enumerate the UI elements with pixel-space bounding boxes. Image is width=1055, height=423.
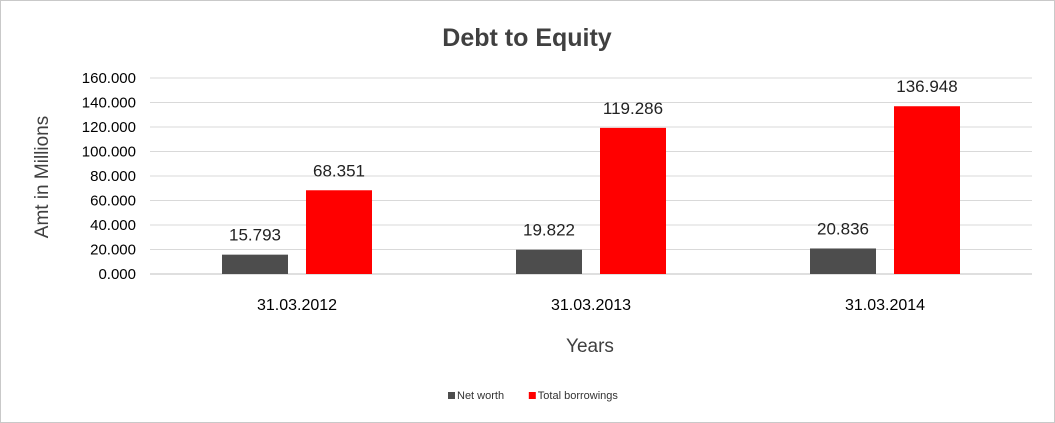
data-label: 19.822 [523,221,575,240]
bar-net-worth [810,248,876,274]
data-label: 15.793 [229,226,281,245]
gridlines [150,77,1032,275]
bar-total-borrowings [600,127,666,274]
y-tick-label: 0.000 [98,266,136,283]
bar-net-worth [222,254,288,274]
legend-swatch [448,392,455,399]
x-tick-label: 31.03.2013 [551,297,631,314]
bar-total-borrowings [894,106,960,274]
y-tick-label: 100.000 [82,144,136,161]
data-labels: 15.793 68.351 19.822 119.286 20.836 136.948 [229,77,958,244]
y-axis-ticks: 0.000 20.000 40.000 60.000 80.000 100.000 120.… [82,70,136,283]
bar-net-worth [516,249,582,274]
y-tick-label: 140.000 [82,95,136,112]
y-tick-label: 40.000 [90,217,136,234]
x-tick-label: 31.03.2012 [257,297,337,314]
y-tick-label: 120.000 [82,119,136,136]
legend-swatch [528,392,536,399]
data-label: 136.948 [896,77,957,96]
legend-label: Total borrowings [538,390,619,402]
y-tick-label: 80.000 [90,168,136,185]
y-tick-label: 20.000 [90,242,136,259]
legend: Net worth Total borrowings [448,390,618,402]
y-tick-label: 160.000 [82,70,136,87]
data-label: 119.286 [603,99,663,118]
x-tick-label: 31.03.2014 [845,297,925,314]
data-label: 68.351 [313,161,365,180]
y-axis-title: Amt in Millions [32,116,53,238]
data-label: 20.836 [817,219,869,238]
legend-label: Net worth [457,390,504,402]
chart-title: Debt to Equity [442,24,612,52]
bars [222,106,960,274]
x-axis-title: Years [566,336,614,357]
bar-total-borrowings [306,190,372,274]
x-axis-categories: 31.03.2012 31.03.2013 31.03.2014 [257,297,925,314]
y-tick-label: 60.000 [90,193,136,210]
